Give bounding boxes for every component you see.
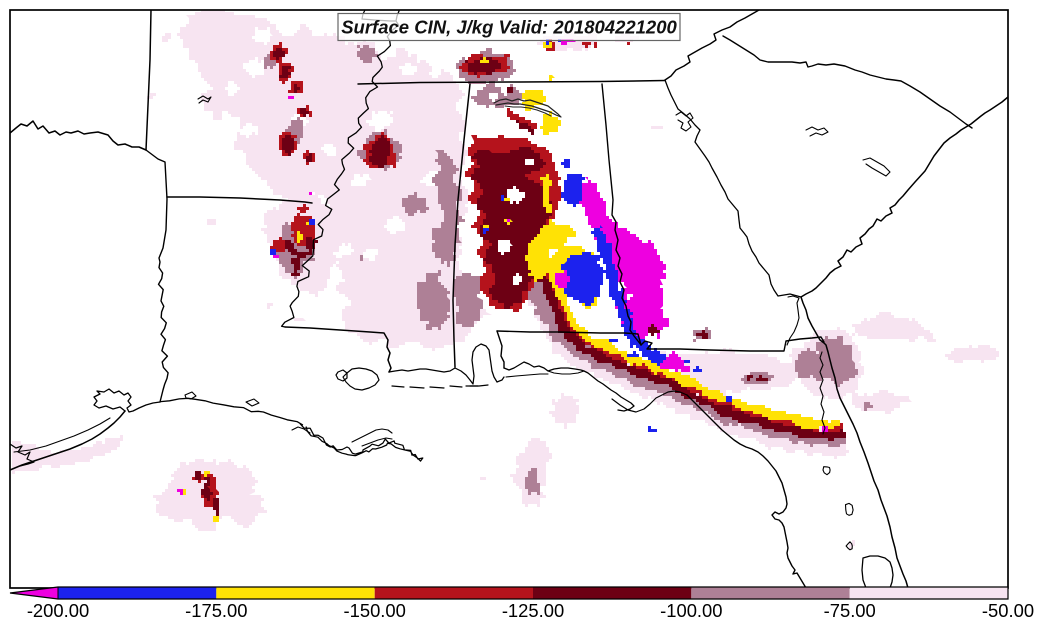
svg-text:-175.00: -175.00	[185, 600, 247, 621]
svg-text:-50.00: -50.00	[982, 600, 1034, 621]
svg-text:-75.00: -75.00	[824, 600, 876, 621]
svg-text:-125.00: -125.00	[502, 600, 564, 621]
svg-text:-100.00: -100.00	[660, 600, 722, 621]
svg-text:-200.00: -200.00	[27, 600, 89, 621]
svg-text:Surface CIN, J/kg Valid: 20180: Surface CIN, J/kg Valid: 201804221200	[341, 17, 677, 38]
svg-text:-150.00: -150.00	[344, 600, 406, 621]
